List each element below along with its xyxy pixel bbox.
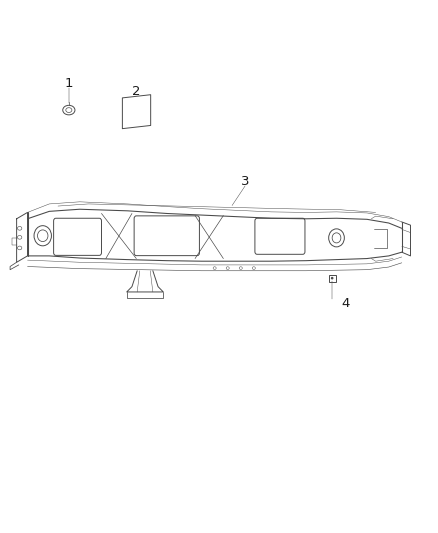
Text: 2: 2 (132, 85, 141, 98)
Text: 1: 1 (64, 77, 73, 90)
Ellipse shape (331, 277, 333, 279)
Text: 3: 3 (241, 175, 249, 188)
Text: 4: 4 (341, 297, 350, 310)
